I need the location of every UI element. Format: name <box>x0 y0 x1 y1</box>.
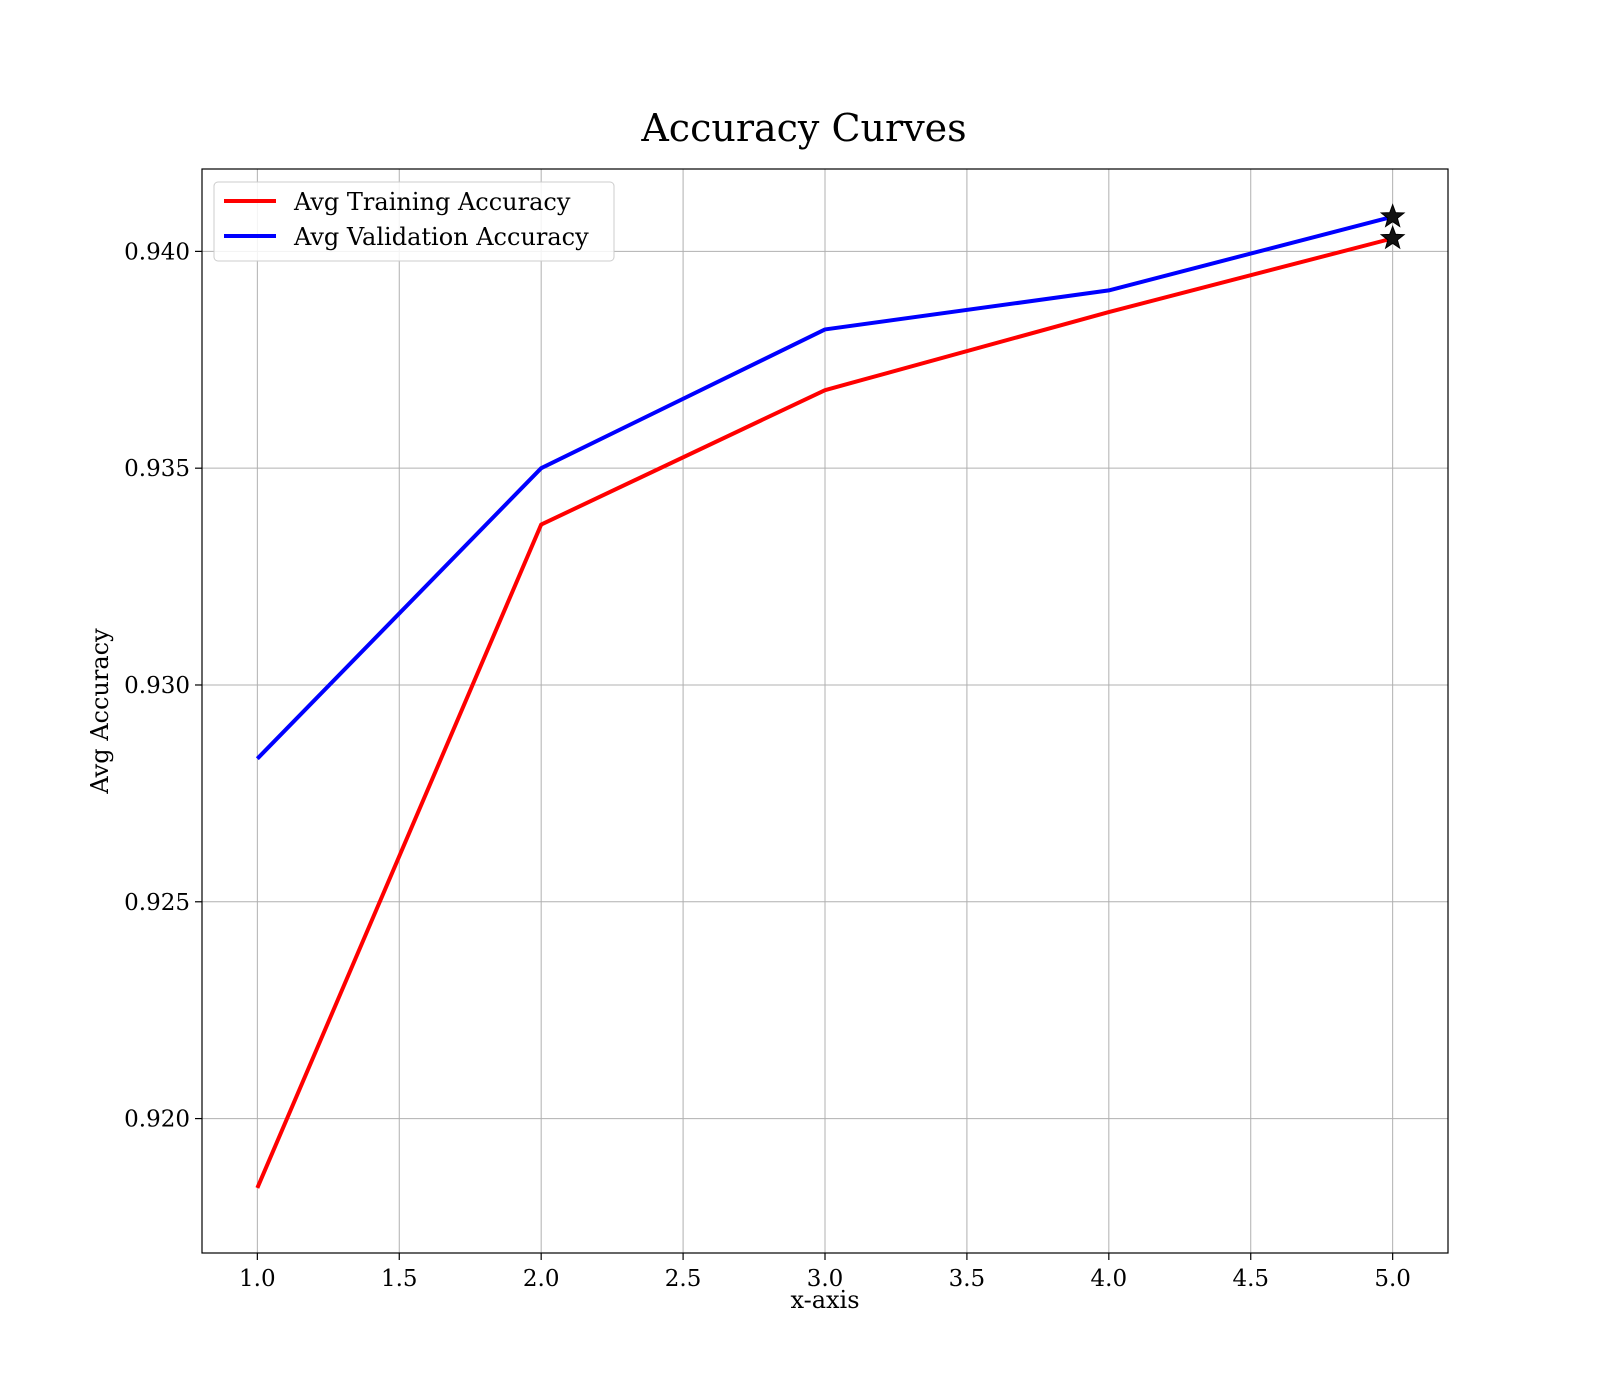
y-tick-label: 0.935 <box>124 456 190 482</box>
x-axis-label: x-axis <box>790 1286 859 1314</box>
x-tick-label: 1.0 <box>239 1266 276 1292</box>
y-axis-ticks: 0.920 0.925 0.930 0.935 0.940 <box>124 239 202 1133</box>
x-tick-label: 3.0 <box>807 1266 844 1292</box>
x-tick-label: 3.5 <box>949 1266 986 1292</box>
legend-box <box>213 181 615 262</box>
series-line-0 <box>255 236 1394 1189</box>
y-tick-label: 0.930 <box>124 673 190 699</box>
series-line-1 <box>255 214 1394 761</box>
series-markers <box>1379 203 1406 250</box>
series-end-star-0 <box>1379 224 1406 250</box>
legend: Avg Training Accuracy Avg Validation Acc… <box>213 181 615 262</box>
x-tick-label: 2.5 <box>665 1266 702 1292</box>
y-tick-label: 0.920 <box>124 1107 190 1133</box>
x-tick-label: 2.0 <box>523 1266 560 1292</box>
series-end-star-1 <box>1379 203 1406 228</box>
legend-label-validation: Avg Validation Accuracy <box>293 223 589 251</box>
chart-title: Accuracy Curves <box>640 106 966 150</box>
y-tick-label: 0.940 <box>124 239 190 265</box>
legend-label-training: Avg Training Accuracy <box>293 188 571 216</box>
y-axis-label: Avg Accuracy <box>86 628 114 795</box>
x-tick-label: 4.5 <box>1232 1266 1269 1292</box>
series-lines <box>255 214 1394 1189</box>
x-tick-label: 5.0 <box>1374 1266 1411 1292</box>
x-tick-label: 4.0 <box>1091 1266 1128 1292</box>
x-axis-ticks: 1.0 1.5 2.0 2.5 3.0 3.5 4.0 4.5 5.0 <box>239 1253 1411 1292</box>
x-tick-label: 1.5 <box>381 1266 418 1292</box>
y-tick-label: 0.925 <box>124 890 190 916</box>
